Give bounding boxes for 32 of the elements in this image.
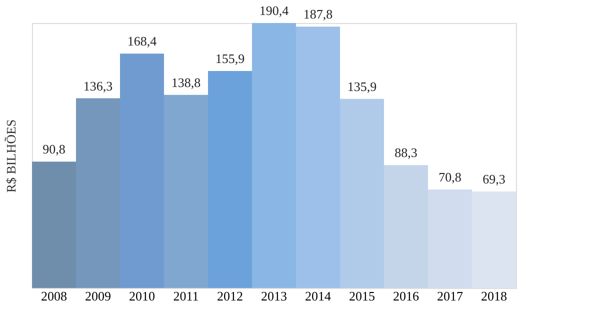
x-tick-label: 2016 <box>393 288 420 304</box>
x-tick-label: 2010 <box>129 288 155 304</box>
bar <box>296 26 340 288</box>
x-tick-label: 2013 <box>261 288 287 304</box>
data-label: 187,8 <box>303 6 333 22</box>
data-label: 88,3 <box>394 145 418 160</box>
x-tick-label: 2008 <box>41 288 67 304</box>
data-label: 90,8 <box>42 142 66 157</box>
bar <box>208 71 252 288</box>
data-label: 155,9 <box>215 51 245 66</box>
x-tick-label: 2011 <box>173 288 199 304</box>
x-tick-label: 2014 <box>305 288 332 304</box>
x-tick-label: 2015 <box>349 288 375 304</box>
data-label: 168,4 <box>127 34 158 49</box>
bar <box>164 94 208 288</box>
bar <box>120 54 164 288</box>
bar <box>32 162 76 288</box>
x-tick-label: 2012 <box>217 288 243 304</box>
bar <box>340 98 384 288</box>
data-label: 69,3 <box>482 172 506 187</box>
y-axis-title: R$ BILHÕES <box>4 119 18 193</box>
data-label: 135,9 <box>347 78 377 94</box>
x-tick-label: 2009 <box>85 288 111 304</box>
bar <box>76 98 120 288</box>
data-label: 70,8 <box>438 169 462 184</box>
bar <box>252 23 296 288</box>
data-label: 136,3 <box>83 78 113 94</box>
data-label: 190,4 <box>259 3 290 18</box>
x-tick-label: 2018 <box>481 288 507 304</box>
x-tick-label: 2017 <box>437 288 464 304</box>
data-label: 138,8 <box>171 74 201 90</box>
bar <box>384 165 428 288</box>
